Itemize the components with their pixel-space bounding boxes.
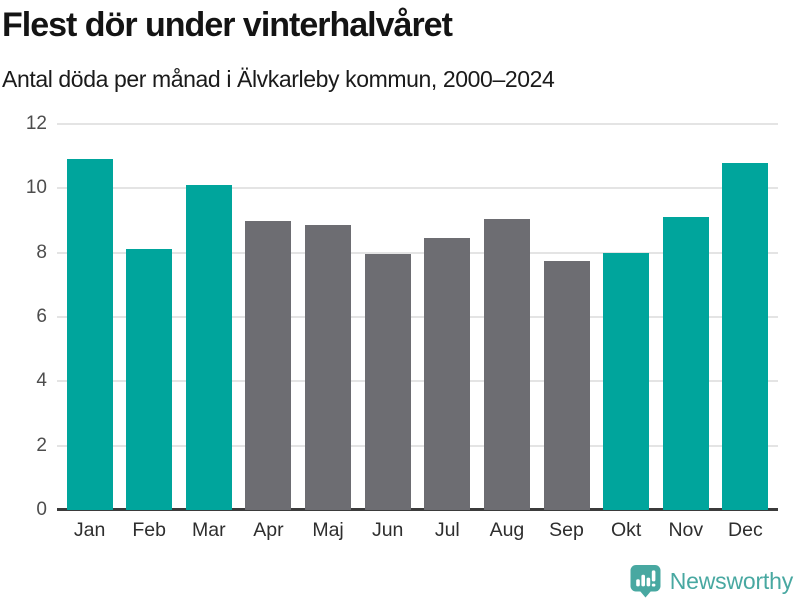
y-tick-label-2: 2 xyxy=(36,434,47,456)
y-tick-label-12: 12 xyxy=(25,113,47,134)
y-tick-label-6: 6 xyxy=(36,306,47,327)
bar-jun xyxy=(364,254,411,510)
newsworthy-brand-link[interactable]: Newsworthy xyxy=(630,564,793,598)
x-tick-label-nov: Nov xyxy=(668,519,704,541)
x-tick-label-jun: Jun xyxy=(371,519,404,541)
bar-jul xyxy=(424,238,471,510)
x-tick-label-apr: Apr xyxy=(253,519,284,541)
gridline-6 xyxy=(57,316,778,318)
bar-jan xyxy=(66,159,113,510)
gridline-2 xyxy=(57,444,778,447)
bar-nov xyxy=(662,217,709,510)
newsworthy-logo-icon xyxy=(630,564,661,598)
x-tick-label-maj: Maj xyxy=(312,519,344,541)
y-tick-label-10: 10 xyxy=(25,177,47,199)
x-tick-label-mar: Mar xyxy=(192,519,226,541)
newsworthy-brand-text: Newsworthy xyxy=(669,567,793,594)
gridline-4 xyxy=(57,380,778,383)
chart-title: Flest dör under vinterhalvåret xyxy=(2,6,453,44)
bar-dec xyxy=(722,162,769,510)
y-axis: 0 2 4 6 8 10 12 xyxy=(0,113,47,524)
y-tick-label-0: 0 xyxy=(36,499,47,520)
bar-sep xyxy=(543,260,590,510)
x-tick-label-feb: Feb xyxy=(132,519,166,541)
y-tick-label-4: 4 xyxy=(36,370,47,392)
x-tick-label-okt: Okt xyxy=(610,519,642,541)
bar-okt xyxy=(603,252,650,510)
x-tick-label-dec: Dec xyxy=(728,519,763,541)
bar-maj xyxy=(305,225,352,510)
bar-aug xyxy=(483,218,530,510)
x-axis-line xyxy=(57,508,778,511)
x-tick-label-jul: Jul xyxy=(434,519,460,541)
x-tick-label-sep: Sep xyxy=(549,519,584,541)
gridline-8 xyxy=(57,251,778,254)
plot-area xyxy=(57,123,778,511)
x-tick-label-jan: Jan xyxy=(73,519,106,541)
y-tick-label-8: 8 xyxy=(36,241,47,263)
bar-apr xyxy=(245,220,292,510)
bar-mar xyxy=(185,185,232,510)
chart-subtitle: Antal döda per månad i Älvkarleby kommun… xyxy=(2,66,555,92)
bar-feb xyxy=(126,249,173,510)
gridline-10 xyxy=(57,187,778,190)
x-tick-label-aug: Aug xyxy=(489,519,525,541)
x-axis: Jan Feb Mar Apr Maj Jun Jul Aug Sep Okt Nov Dec xyxy=(57,517,778,545)
gridline-12 xyxy=(57,123,778,125)
